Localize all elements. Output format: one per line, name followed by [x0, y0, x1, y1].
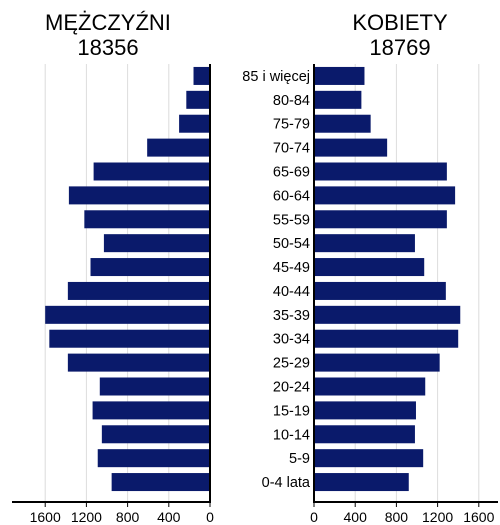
female-header: KOBIETY 18769	[310, 10, 490, 60]
age-group-label: 35-39	[273, 308, 310, 324]
age-group-label: 40-44	[273, 284, 310, 300]
male-title: MĘŻCZYŹNI	[45, 10, 171, 35]
bar-male	[97, 449, 210, 468]
female-axis-tick-label: 400	[344, 509, 368, 525]
bar-male	[45, 305, 211, 324]
age-group-label: 55-59	[273, 212, 310, 228]
bar-male	[49, 329, 210, 348]
bar-male	[179, 114, 210, 133]
male-header: MĘŻCZYŹNI 18356	[18, 10, 198, 60]
bar-male	[67, 353, 210, 372]
age-group-label: 10-14	[273, 427, 310, 443]
bar-male	[103, 234, 210, 253]
male-axis-tick-label: 1200	[71, 509, 102, 525]
bar-female	[314, 162, 447, 181]
bar-female	[314, 90, 362, 109]
bar-female	[314, 210, 447, 229]
age-group-label: 70-74	[273, 141, 310, 157]
bar-male	[90, 258, 210, 277]
bar-male	[186, 90, 210, 109]
bar-female	[314, 138, 388, 157]
female-axis-tick-label: 800	[385, 509, 409, 525]
bar-male	[147, 138, 210, 157]
female-total: 18769	[369, 35, 431, 60]
age-group-label: 80-84	[273, 93, 310, 109]
bar-female	[314, 377, 426, 396]
bar-male	[99, 377, 210, 396]
bar-male	[92, 401, 210, 420]
bar-female	[314, 258, 425, 277]
female-axis-tick-label: 1600	[463, 509, 494, 525]
bar-female	[314, 425, 415, 444]
male-axis-tick-label: 800	[116, 509, 140, 525]
bar-male	[68, 186, 210, 205]
bar-female	[314, 305, 461, 324]
bar-male	[93, 162, 210, 181]
age-group-label: 30-34	[273, 332, 310, 348]
bar-female	[314, 329, 459, 348]
bar-female	[314, 66, 365, 85]
female-axis-tick-label: 0	[310, 509, 318, 525]
age-group-label: 15-19	[273, 403, 310, 419]
age-group-label: 85 i więcej	[242, 69, 310, 85]
age-group-label: 20-24	[273, 380, 310, 396]
bar-male	[84, 210, 210, 229]
male-axis-tick-label: 400	[157, 509, 181, 525]
age-group-label: 75-79	[273, 117, 310, 133]
age-group-label: 45-49	[273, 260, 310, 276]
female-axis-tick-label: 1200	[422, 509, 453, 525]
bar-female	[314, 449, 424, 468]
bar-female	[314, 234, 415, 253]
age-group-label: 65-69	[273, 165, 310, 181]
male-total: 18356	[77, 35, 139, 60]
bar-female	[314, 186, 456, 205]
bar-female	[314, 473, 409, 492]
bar-male	[111, 473, 210, 492]
bar-female	[314, 353, 440, 372]
female-title: KOBIETY	[352, 10, 448, 35]
age-group-label: 60-64	[273, 188, 310, 204]
bar-male	[193, 66, 210, 85]
bar-female	[314, 401, 416, 420]
age-group-label: 0-4 lata	[262, 475, 311, 491]
age-group-label: 25-29	[273, 356, 310, 372]
bar-male	[101, 425, 210, 444]
male-axis-tick-label: 1600	[30, 509, 61, 525]
bar-female	[314, 281, 446, 300]
age-group-label: 50-54	[273, 236, 310, 252]
age-group-label: 5-9	[289, 451, 310, 467]
male-axis-tick-label: 0	[206, 509, 214, 525]
bar-female	[314, 114, 371, 133]
bar-male	[67, 281, 210, 300]
